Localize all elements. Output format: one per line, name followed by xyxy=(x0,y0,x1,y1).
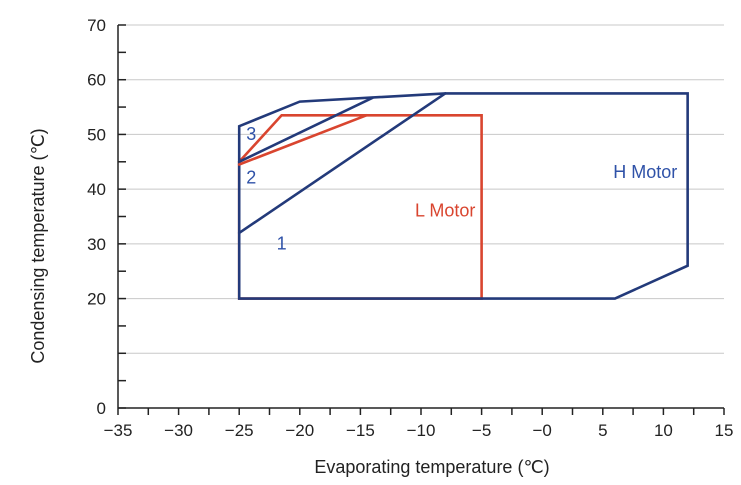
h-motor-boundary-line xyxy=(237,96,374,164)
series-layer xyxy=(237,92,689,300)
x-tick-label: −5 xyxy=(472,421,491,440)
h-motor-label: H Motor xyxy=(613,162,677,182)
x-tick-label: −25 xyxy=(225,421,254,440)
l-motor-boundary-line xyxy=(237,113,368,166)
x-tick-label: −0 xyxy=(533,421,552,440)
y-axis-title: Condensing temperature (℃) xyxy=(28,128,48,363)
x-tick-label: −20 xyxy=(285,421,314,440)
x-tick-label: 5 xyxy=(598,421,607,440)
y-tick-label: 50 xyxy=(87,125,106,144)
x-tick-label: 15 xyxy=(715,421,734,440)
x-tick-label: −30 xyxy=(164,421,193,440)
region-3-label: 3 xyxy=(246,124,256,144)
x-tick-label: −10 xyxy=(407,421,436,440)
x-tick-label: −15 xyxy=(346,421,375,440)
gridlines xyxy=(118,24,724,354)
x-tick-label: 10 xyxy=(654,421,673,440)
y-ticks: 0 20 30 40 50 60 70 xyxy=(87,16,126,418)
y-tick-label: 30 xyxy=(87,235,106,254)
l-motor-label: L Motor xyxy=(415,201,475,221)
h-motor-boundary-line xyxy=(237,92,447,235)
h-motor-envelope xyxy=(237,92,689,300)
y-tick-label: 70 xyxy=(87,16,106,35)
region-2-label: 2 xyxy=(246,168,256,188)
x-axis-title: Evaporating temperature (℃) xyxy=(314,457,549,477)
x-ticks: −35 −30 −25 −20 −15 −10 −5 −0 5 10 15 xyxy=(104,408,734,440)
x-tick-label: −35 xyxy=(104,421,133,440)
y-tick-label: 20 xyxy=(87,290,106,309)
y-tick-label: 40 xyxy=(87,180,106,199)
region-1-label: 1 xyxy=(277,233,287,253)
y-tick-label: 60 xyxy=(87,71,106,90)
y-tick-label: 0 xyxy=(97,399,106,418)
annotation-layer: 1 2 3 L Motor H Motor xyxy=(246,124,677,253)
